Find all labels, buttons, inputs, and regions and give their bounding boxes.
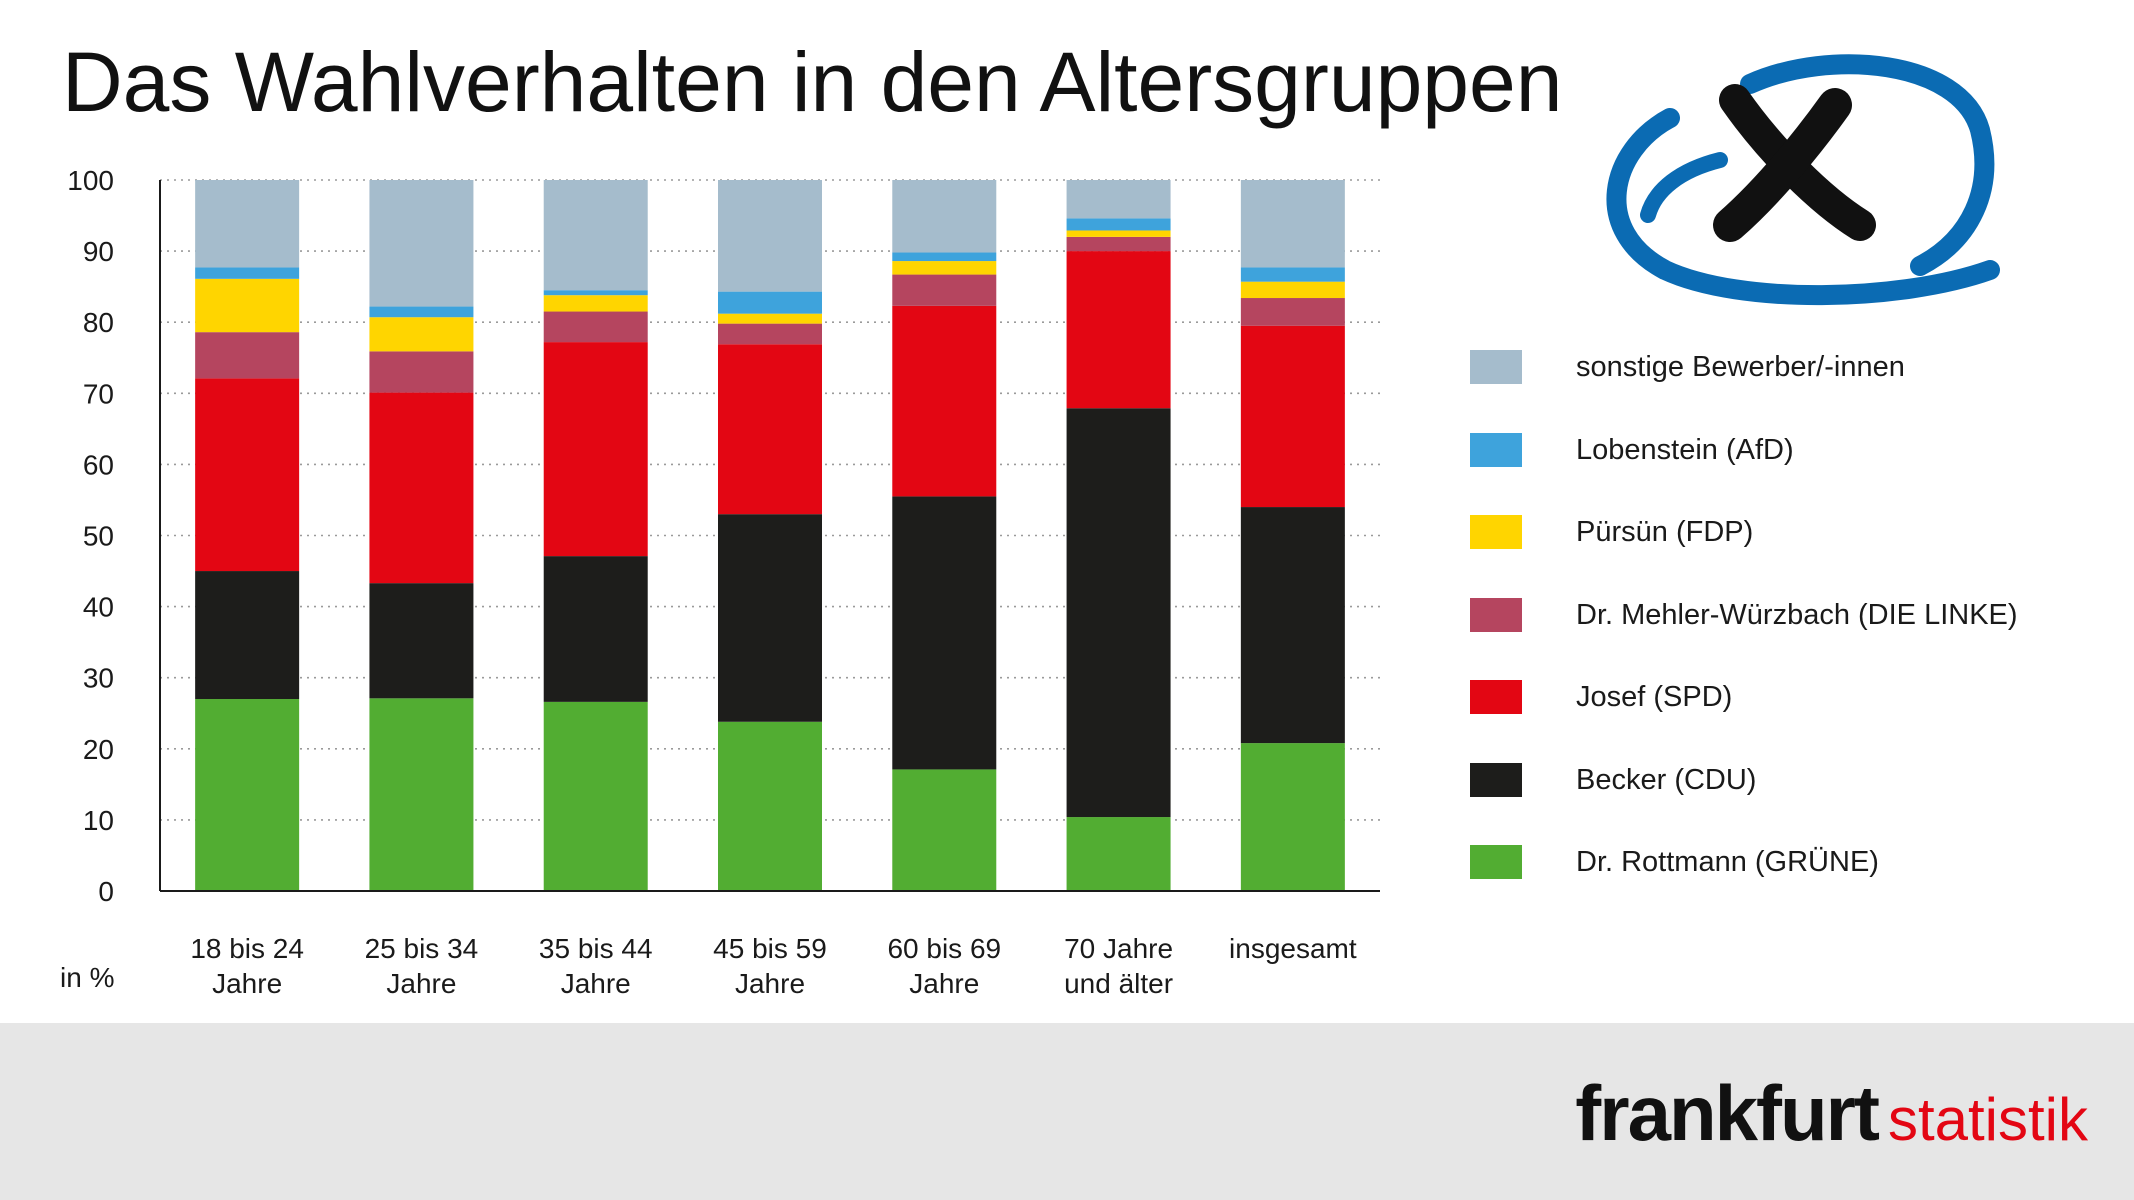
x-tick-label: Jahre	[212, 968, 282, 999]
legend-swatch	[1470, 432, 1522, 467]
bar-segment	[892, 496, 997, 770]
x-tick-label: 70 Jahre	[1064, 933, 1173, 964]
bar-segment	[892, 252, 997, 262]
bar-segment	[718, 291, 822, 314]
bar-segment	[1066, 817, 1171, 891]
bar-segment	[1240, 325, 1345, 508]
axes	[159, 180, 1380, 892]
bar-segment	[195, 278, 300, 333]
y-tick-labels: 0 10 20 30 40 50 60 70 80 90 100	[67, 165, 114, 907]
bar-segment	[1240, 267, 1345, 282]
bar-segment	[369, 392, 474, 584]
x-tick-label: und älter	[1064, 968, 1173, 999]
bar-segment	[892, 180, 997, 253]
y-axis-unit-label: in %	[60, 962, 115, 993]
bar-segment	[718, 721, 822, 891]
y-tick-label: 30	[83, 663, 114, 694]
chart-title: Das Wahlverhalten in den Altersgruppen	[62, 35, 1563, 129]
bar-segment	[369, 698, 474, 891]
x-tick-label: Jahre	[735, 968, 805, 999]
y-tick-label: 40	[83, 592, 114, 623]
bar-segment	[369, 583, 474, 699]
bar-segment	[1240, 743, 1345, 891]
legend-label: Becker (CDU)	[1576, 763, 1757, 796]
y-tick-label: 100	[67, 165, 114, 196]
bars	[195, 180, 1345, 891]
x-tick-label: Jahre	[909, 968, 979, 999]
x-tick-label: 45 bis 59	[713, 933, 827, 964]
y-tick-label: 20	[83, 734, 114, 765]
x-tick-label: insgesamt	[1229, 933, 1357, 964]
y-tick-label: 80	[83, 307, 114, 338]
y-tick-label: 90	[83, 236, 114, 267]
bar-segment	[543, 290, 648, 296]
bar-segment	[1066, 251, 1171, 409]
bar-segment	[195, 571, 300, 700]
footer-bar: frankfurt statistik	[0, 1023, 2134, 1200]
bar-segment	[543, 180, 648, 291]
legend-swatch	[1470, 350, 1522, 384]
bar-segment	[543, 701, 648, 891]
x-tick-label: 25 bis 34	[365, 933, 479, 964]
bar-segment	[1240, 507, 1345, 744]
bar-segment	[718, 344, 822, 515]
y-tick-label: 70	[83, 378, 114, 409]
legend-label: Josef (SPD)	[1576, 681, 1733, 713]
bar-segment	[543, 295, 648, 312]
stacked-bar-chart: 0 10 20 30 40 50 60 70 80 90 100 18 bis 24 Jahre 25 …	[67, 165, 1380, 999]
legend-label: Dr. Rottmann (GRÜNE)	[1576, 846, 1879, 878]
bar-segment	[892, 769, 997, 891]
bar-segment	[1240, 180, 1345, 268]
bar-segment	[892, 274, 997, 306]
bar-segment	[718, 514, 822, 722]
legend-label: sonstige Bewerber/-innen	[1576, 351, 1905, 383]
bar-segment	[369, 351, 474, 393]
bar-segment	[1066, 230, 1171, 237]
y-tick-label: 60	[83, 449, 114, 480]
bar-segment	[1240, 298, 1345, 326]
bar-segment	[718, 180, 822, 292]
x-tick-label: 35 bis 44	[539, 933, 653, 964]
legend-label: Dr. Mehler-Würzbach (DIE LINKE)	[1576, 598, 2018, 631]
bar-segment	[369, 306, 474, 318]
x-tick-label: 60 bis 69	[887, 933, 1001, 964]
legend-swatch	[1470, 680, 1522, 714]
y-tick-label: 10	[83, 805, 114, 836]
bar-segment	[369, 317, 474, 352]
ballot-cross-icon	[1606, 54, 2000, 306]
bar-segment	[543, 556, 648, 702]
bar-segment	[892, 261, 997, 275]
bar-segment	[1066, 218, 1171, 231]
x-tick-label: Jahre	[386, 968, 456, 999]
bar-segment	[1066, 180, 1171, 219]
legend-label: Lobenstein (AfD)	[1576, 433, 1794, 466]
legend-swatch	[1470, 762, 1522, 797]
bar-segment	[543, 311, 648, 343]
x-tick-label: 18 bis 24	[190, 933, 304, 964]
bar-segment	[892, 305, 997, 497]
logo-main-text: frankfurt	[1575, 1069, 1880, 1157]
frankfurt-statistik-logo: frankfurt statistik	[1575, 1068, 2088, 1159]
x-tick-label: Jahre	[561, 968, 631, 999]
bar-segment	[1066, 408, 1171, 818]
bar-segment	[718, 323, 822, 345]
bar-segment	[1240, 281, 1345, 299]
bar-segment	[1066, 236, 1171, 252]
legend-swatch	[1470, 597, 1522, 632]
x-tick-labels: 18 bis 24 Jahre 25 bis 34 Jahre 35 bis 44 Jah…	[190, 933, 1357, 999]
bar-segment	[195, 699, 300, 891]
bar-segment	[195, 332, 300, 379]
legend-swatch	[1470, 515, 1522, 549]
legend-swatch	[1470, 845, 1522, 879]
legend-label: Pürsün (FDP)	[1576, 516, 1754, 548]
y-tick-label: 50	[83, 521, 114, 552]
bar-segment	[195, 267, 300, 279]
bar-segment	[369, 180, 474, 307]
bar-segment	[195, 378, 300, 572]
bar-segment	[718, 313, 822, 324]
bar-segment	[543, 342, 648, 557]
bar-segment	[195, 180, 300, 268]
logo-sub-text: statistik	[1887, 1086, 2088, 1153]
y-tick-label: 0	[98, 876, 114, 907]
